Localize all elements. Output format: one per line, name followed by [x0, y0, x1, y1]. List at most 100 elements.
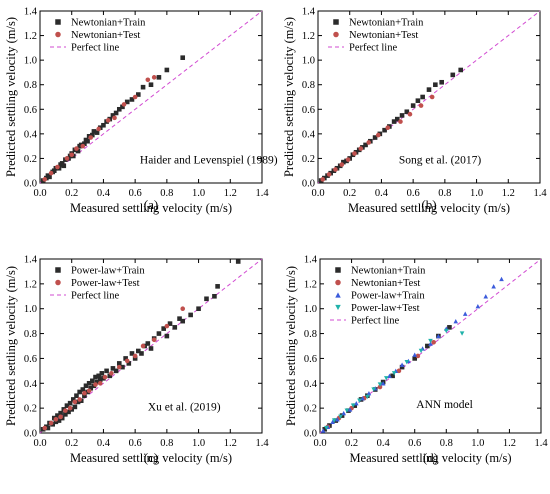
- x-tick-label: 1.4: [255, 438, 269, 449]
- data-point: [483, 294, 489, 299]
- data-point: [425, 343, 430, 349]
- data-point: [132, 356, 138, 361]
- data-point: [104, 368, 109, 374]
- data-point: [75, 399, 81, 405]
- data-point: [48, 170, 54, 176]
- data-point: [339, 162, 345, 167]
- data-point: [398, 119, 403, 124]
- data-point: [371, 387, 376, 392]
- data-point: [48, 420, 54, 426]
- legend-marker: [333, 19, 339, 25]
- x-axis-label: Measured settling velocity (m/s): [70, 451, 232, 465]
- data-point: [443, 328, 449, 334]
- data-point: [140, 84, 146, 90]
- data-point: [116, 364, 122, 370]
- y-axis-label: Predicted settling velocity (m/s): [282, 17, 296, 177]
- series-newtonian-test: [42, 75, 157, 182]
- data-point: [375, 132, 381, 138]
- x-tick-label: 0.4: [375, 188, 389, 199]
- x-tick-label: 0.8: [160, 438, 173, 449]
- data-point: [151, 337, 157, 343]
- data-point: [180, 306, 186, 312]
- data-point: [90, 132, 95, 138]
- data-point: [436, 333, 441, 339]
- data-point: [156, 331, 162, 336]
- data-point: [93, 374, 98, 380]
- x-tick-label: 1.2: [502, 188, 515, 199]
- data-point: [94, 130, 100, 135]
- legend-label: Newtonian+Train: [349, 18, 424, 29]
- x-tick-label: 1.2: [503, 438, 516, 449]
- legend-label: Newtonian+Train: [71, 18, 146, 29]
- data-point: [377, 384, 383, 390]
- legend-label: Perfect line: [71, 291, 119, 302]
- data-point: [341, 410, 346, 416]
- data-point: [363, 142, 368, 148]
- data-point: [350, 403, 356, 408]
- x-tick-label: 1.2: [224, 188, 237, 199]
- y-axis-label: Predicted settling velocity (m/s): [4, 266, 18, 426]
- x-tick-label: 1.4: [534, 438, 548, 449]
- data-point: [215, 284, 220, 289]
- data-point: [99, 371, 105, 376]
- data-point: [74, 393, 79, 399]
- data-point: [53, 417, 59, 422]
- data-point: [102, 374, 108, 380]
- data-point: [74, 146, 79, 151]
- data-points: [320, 276, 504, 433]
- data-point: [344, 408, 350, 413]
- series-newtonian-test: [325, 339, 436, 430]
- data-point: [55, 413, 60, 418]
- series-power-law-train: [40, 259, 241, 432]
- y-axis-label: Predicted settling velocity (m/s): [284, 266, 298, 426]
- data-point: [85, 138, 90, 144]
- perfect-line: [319, 258, 542, 434]
- data-point: [382, 127, 387, 133]
- data-point: [387, 373, 392, 379]
- x-tick-label: 0.0: [33, 188, 46, 199]
- data-point: [72, 404, 78, 410]
- data-point: [429, 94, 435, 100]
- y-tick-label: 0.8: [24, 80, 37, 91]
- y-tick-label: 0.0: [24, 429, 37, 440]
- data-point: [331, 418, 337, 423]
- data-point: [167, 321, 173, 326]
- y-tick-label: 0.4: [24, 129, 38, 140]
- y-axis-label: Predicted settling velocity (m/s): [4, 17, 18, 177]
- y-tick-label: 1.2: [24, 31, 37, 42]
- data-point: [82, 141, 87, 146]
- data-point: [110, 366, 116, 371]
- data-point: [161, 326, 166, 331]
- y-tick-label: 1.2: [304, 279, 317, 290]
- data-point: [335, 417, 340, 422]
- data-point: [390, 373, 395, 379]
- data-point: [91, 129, 97, 134]
- plot-frame: [317, 10, 541, 184]
- data-point: [64, 403, 70, 408]
- data-point: [86, 380, 92, 386]
- plot-frame: [319, 258, 542, 434]
- data-point: [447, 325, 452, 330]
- y-tick-label: 0.6: [24, 354, 37, 365]
- perfect-line: [39, 258, 263, 434]
- data-point: [75, 148, 81, 154]
- legend-label: Newtonian+Train: [351, 266, 426, 277]
- panel-c: 0.00.0 0.2 0.2 0.4 0.4 0.6 0.6 0.8 0.8 1.0 1.0 1.2 1…: [4, 255, 269, 466]
- data-point: [45, 425, 51, 431]
- x-tick-label: 0.4: [377, 438, 391, 449]
- data-point: [67, 405, 73, 411]
- x-tick-label: 0.4: [97, 438, 111, 449]
- data-point: [385, 125, 391, 131]
- data-point: [97, 380, 103, 386]
- data-point: [320, 177, 326, 182]
- data-point: [97, 377, 103, 382]
- x-tick-label: 0.6: [129, 438, 142, 449]
- data-point: [439, 79, 444, 85]
- data-point: [63, 408, 68, 413]
- legend-marker: [55, 31, 61, 38]
- data-point: [113, 110, 119, 116]
- data-point: [109, 371, 114, 376]
- series-power-law-test: [324, 328, 465, 431]
- data-point: [140, 343, 146, 349]
- data-point: [110, 113, 116, 118]
